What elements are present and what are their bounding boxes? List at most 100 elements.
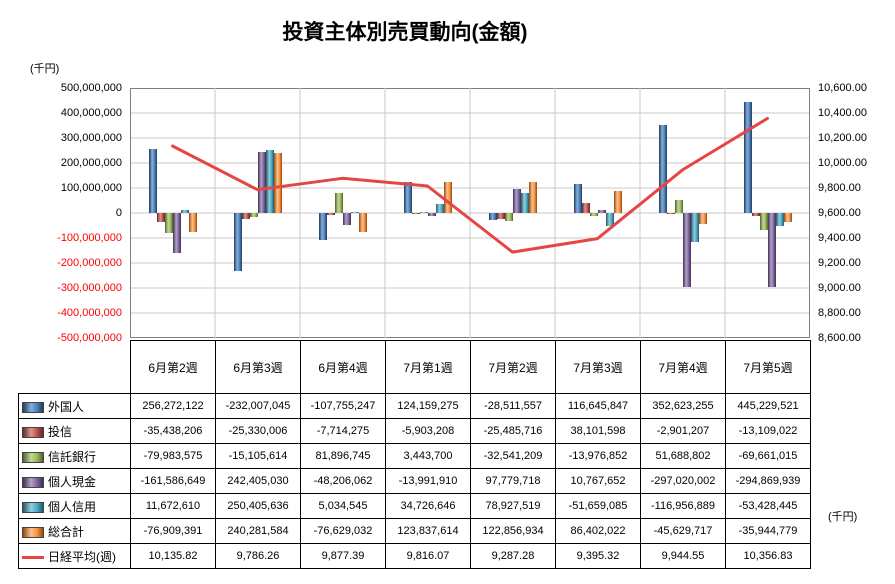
right-axis-tick: 9,400.00 [818,232,861,244]
left-axis-tick: 0 [115,207,122,219]
table-cell: -51,659,085 [555,493,641,519]
bar-個人信用-7月第3週 [605,213,614,226]
series-key-icon [22,526,44,538]
bar-個人信用-6月第3週 [265,150,274,213]
bar-個人現金-6月第2週 [172,213,181,254]
chart-title: 投資主体別売買動向(金額) [282,21,528,44]
table-cell: -25,485,716 [470,418,556,444]
data-table: 6月第2週 6月第3週 6月第4週 7月第1週 7月第2週 7月第3週 7月第4週 7月第5週… [18,340,811,569]
table-cell: -13,976,852 [555,443,641,469]
right-axis-tick: 10,200.00 [818,132,867,144]
table-cell: -76,909,391 [130,518,216,544]
category-header: 6月第4週 [300,340,386,394]
right-axis-tick: 9,000.00 [818,282,861,294]
table-cell: -53,428,445 [725,493,811,519]
bar-外国人-7月第4週 [658,124,667,213]
bar-信託銀行-7月第1週 [419,212,428,213]
table-cell: -76,629,032 [300,518,386,544]
table-cell: 9,944.55 [640,543,726,569]
left-axis-tick: 100,000,000 [60,182,122,194]
right-axis-tick: 8,600.00 [818,332,861,344]
table-cell: -32,541,209 [470,443,556,469]
table-cell: -116,956,889 [640,493,726,519]
table-cell: 86,402,022 [555,518,641,544]
bar-外国人-6月第2週 [148,148,157,213]
plot-area [130,88,810,338]
table-row: 信託銀行 -79,983,575 -15,105,614 81,896,745 3,44… [18,443,811,469]
table-cell: 250,405,636 [215,493,301,519]
right-axis-tick: 9,800.00 [818,182,861,194]
bar-個人信用-6月第4週 [350,211,359,213]
bar-総合計-7月第4週 [698,213,707,225]
bar-個人現金-7月第1週 [427,213,436,217]
table-cell: -25,330,006 [215,418,301,444]
table-cell: 5,034,545 [300,493,386,519]
table-cell: -45,629,717 [640,518,726,544]
bar-個人現金-7月第2週 [512,188,521,213]
bar-個人信用-6月第2週 [180,210,189,213]
bar-個人現金-6月第4週 [342,213,351,226]
left-axis-tick: 500,000,000 [60,82,122,94]
table-cell: 116,645,847 [555,393,641,419]
nikkei-line [171,116,769,254]
table-row: 外国人 256,272,122 -232,007,045 -107,755,247 12… [18,393,811,419]
series-label: 日経平均(週) [48,549,116,564]
bar-信託銀行-6月第3週 [249,213,258,217]
bar-個人信用-7月第4週 [690,213,699,243]
table-corner [19,341,131,394]
table-row: 日経平均(週) 10,135.82 9,786.26 9,877.39 9,816.07… [18,543,811,569]
bar-信託銀行-7月第5週 [759,213,768,231]
table-cell: 78,927,519 [470,493,556,519]
category-header: 7月第4週 [640,340,726,394]
legend-cell: 外国人 [18,393,131,419]
table-cell: -15,105,614 [215,443,301,469]
category-header: 6月第2週 [130,340,216,394]
series-key-icon [22,451,44,463]
bar-個人現金-6月第3週 [257,152,266,213]
table-cell: -7,714,275 [300,418,386,444]
legend-cell: 個人信用 [18,493,131,519]
table-cell: 34,726,646 [385,493,471,519]
left-axis-tick: -200,000,000 [57,257,122,269]
bar-信託銀行-7月第4週 [674,200,683,213]
nikkei-line-layer [171,116,769,254]
left-axis-tick: 300,000,000 [60,132,122,144]
bar-信託銀行-7月第3週 [589,213,598,217]
left-axis-tick: 400,000,000 [60,107,122,119]
table-cell: -5,903,208 [385,418,471,444]
series-label: 投信 [48,424,73,439]
table-cell: 51,688,802 [640,443,726,469]
table-row: 個人現金 -161,586,649 242,405,030 -48,206,062 -1… [18,468,811,494]
series-key-icon [22,476,44,488]
table-cell: 9,395.32 [555,543,641,569]
table-cell: 11,672,610 [130,493,216,519]
bar-外国人-7月第5週 [743,101,752,213]
bar-総合計-6月第4週 [358,213,367,233]
table-cell: 445,229,521 [725,393,811,419]
table-cell: 3,443,700 [385,443,471,469]
bar-信託銀行-7月第2週 [504,213,513,222]
table-cell: 10,135.82 [130,543,216,569]
category-header: 6月第3週 [215,340,301,394]
table-row: 個人信用 11,672,610 250,405,636 5,034,545 34,726… [18,493,811,519]
bar-外国人-6月第4週 [318,213,327,240]
bar-投信-7月第5週 [751,213,760,217]
table-cell: 9,877.39 [300,543,386,569]
table-cell: -69,661,015 [725,443,811,469]
table-cell: 9,786.26 [215,543,301,569]
right-axis-tick: 9,200.00 [818,257,861,269]
series-key-icon [22,426,44,438]
table-cell: 123,837,614 [385,518,471,544]
category-header-row: 6月第2週 6月第3週 6月第4週 7月第1週 7月第2週 7月第3週 7月第4週 7月第5週 [19,340,811,394]
legend-cell: 日経平均(週) [18,543,131,569]
category-header: 7月第5週 [725,340,811,394]
series-key-icon [22,501,44,513]
left-axis-unit-label: (千円) [30,63,60,75]
bar-外国人-7月第3週 [573,183,582,213]
table-cell: -79,983,575 [130,443,216,469]
legend-cell: 総合計 [18,518,131,544]
left-axis-tick: 200,000,000 [60,157,122,169]
left-axis-tick: -500,000,000 [57,332,122,344]
series-label: 信託銀行 [48,449,97,464]
